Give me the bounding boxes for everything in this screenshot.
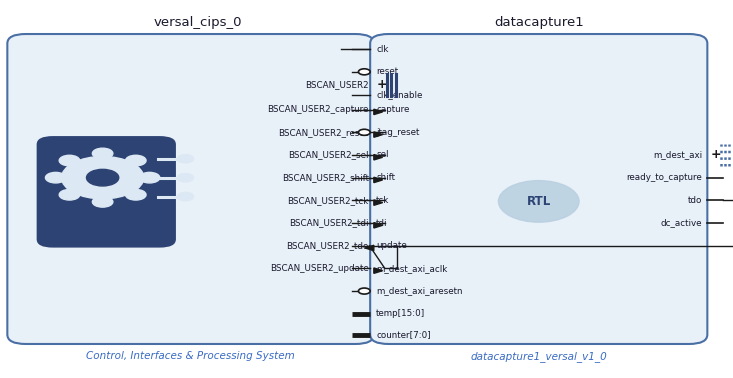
Circle shape: [358, 69, 370, 75]
Text: BSCAN_USER2_capture: BSCAN_USER2_capture: [268, 105, 369, 114]
Circle shape: [59, 155, 80, 166]
Circle shape: [62, 156, 144, 199]
Text: reset: reset: [376, 67, 398, 76]
Text: BSCAN_USER2_tdi: BSCAN_USER2_tdi: [290, 218, 369, 228]
Text: datacapture1_versal_v1_0: datacapture1_versal_v1_0: [471, 351, 607, 362]
Circle shape: [139, 172, 160, 183]
Text: tdi: tdi: [376, 218, 388, 228]
Circle shape: [125, 189, 146, 200]
Circle shape: [59, 189, 80, 200]
Circle shape: [498, 181, 579, 222]
Text: BSCAN_USER2_tck: BSCAN_USER2_tck: [287, 196, 369, 205]
Circle shape: [86, 169, 119, 186]
Polygon shape: [365, 245, 374, 251]
Circle shape: [125, 155, 146, 166]
Text: BSCAN_USER2_reset: BSCAN_USER2_reset: [279, 128, 369, 137]
Text: BSCAN_USER2_sel: BSCAN_USER2_sel: [288, 150, 369, 160]
Circle shape: [45, 172, 66, 183]
Polygon shape: [374, 155, 383, 160]
Text: clk: clk: [376, 45, 388, 54]
Polygon shape: [374, 177, 383, 183]
Circle shape: [177, 192, 194, 201]
Text: temp[15:0]: temp[15:0]: [376, 309, 425, 318]
Text: jtag_reset: jtag_reset: [376, 128, 419, 137]
Text: tck: tck: [376, 196, 389, 205]
Text: counter[7:0]: counter[7:0]: [376, 330, 431, 339]
Text: m_dest_axi: m_dest_axi: [653, 150, 702, 160]
Circle shape: [358, 129, 370, 135]
Circle shape: [92, 148, 113, 159]
Text: dc_active: dc_active: [660, 218, 702, 228]
Circle shape: [177, 155, 194, 163]
Text: Control, Interfaces & Processing System: Control, Interfaces & Processing System: [86, 351, 295, 361]
Text: clk_enable: clk_enable: [376, 90, 422, 99]
Text: BSCAN_USER2_update: BSCAN_USER2_update: [270, 264, 369, 273]
Text: ready_to_capture: ready_to_capture: [627, 173, 702, 182]
Circle shape: [177, 174, 194, 182]
Text: m_dest_axi_aresetn: m_dest_axi_aresetn: [376, 287, 463, 296]
Text: +: +: [377, 78, 387, 91]
Text: datacapture1: datacapture1: [494, 17, 583, 29]
FancyBboxPatch shape: [370, 34, 707, 344]
Text: +: +: [710, 148, 721, 161]
Text: RTL: RTL: [526, 195, 551, 208]
Polygon shape: [374, 268, 383, 273]
Polygon shape: [374, 223, 383, 228]
Polygon shape: [374, 200, 383, 205]
Text: update: update: [376, 241, 407, 250]
Circle shape: [92, 197, 113, 207]
Text: BSCAN_USER2: BSCAN_USER2: [305, 81, 369, 90]
Text: shift: shift: [376, 173, 395, 182]
FancyBboxPatch shape: [7, 34, 374, 344]
Polygon shape: [374, 109, 383, 115]
Circle shape: [358, 288, 370, 294]
Text: capture: capture: [376, 105, 410, 114]
Text: versal_cips_0: versal_cips_0: [154, 17, 242, 29]
Text: BSCAN_USER2_tdo: BSCAN_USER2_tdo: [287, 241, 369, 250]
Text: m_dest_axi_aclk: m_dest_axi_aclk: [376, 264, 447, 273]
Text: BSCAN_USER2_shift: BSCAN_USER2_shift: [281, 173, 369, 182]
FancyBboxPatch shape: [37, 136, 176, 248]
Text: tdo: tdo: [688, 196, 702, 205]
Polygon shape: [374, 132, 383, 137]
Text: sel: sel: [376, 150, 388, 160]
